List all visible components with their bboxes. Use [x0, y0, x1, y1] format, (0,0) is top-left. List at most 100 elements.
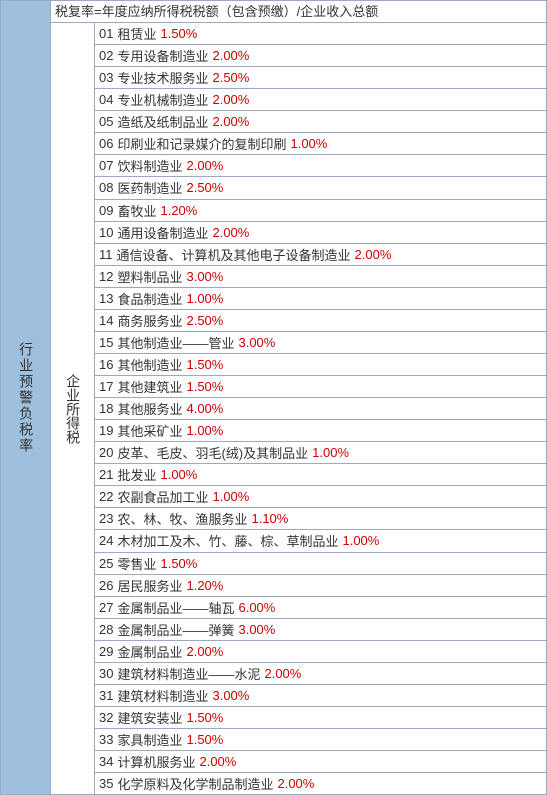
row-number: 18	[99, 401, 113, 416]
tax-rate: 1.20%	[186, 578, 223, 593]
row-number: 15	[99, 335, 113, 350]
row-number: 17	[99, 379, 113, 394]
row-number: 01	[99, 26, 113, 41]
row-number: 34	[99, 754, 113, 769]
industry-row: 05 造纸及纸制品业 2.00%	[95, 111, 547, 133]
row-number: 04	[99, 92, 113, 107]
industry-row: 06 印刷业和记录媒介的复制印刷 1.00%	[95, 133, 547, 155]
row-number: 27	[99, 600, 113, 615]
tax-rate: 2.00%	[277, 776, 314, 791]
row-number: 12	[99, 269, 113, 284]
tax-rate: 1.00%	[290, 136, 327, 151]
row-number: 24	[99, 533, 113, 548]
row-number: 09	[99, 203, 113, 218]
industry-row: 09 畜牧业 1.20%	[95, 200, 547, 222]
row-number: 26	[99, 578, 113, 593]
tax-rate: 1.00%	[186, 291, 223, 306]
tax-rate: 3.00%	[238, 622, 275, 637]
row-number: 08	[99, 180, 113, 195]
industry-row: 14商务服务业2.50%	[95, 310, 547, 332]
tax-rate: 3.00%	[212, 688, 249, 703]
tax-rate: 1.50%	[186, 732, 223, 747]
industry-row: 28金属制品业——弹簧3.00%	[95, 619, 547, 641]
industry-row: 11 通信设备、计算机及其他电子设备制造业 2.00%	[95, 244, 547, 266]
industry-name: 造纸及纸制品业	[117, 112, 208, 131]
tax-rate: 1.00%	[212, 489, 249, 504]
category-column: 行业预警负税率	[1, 1, 51, 795]
industry-row: 15 其他制造业——管业 3.00%	[95, 332, 547, 354]
row-number: 30	[99, 666, 113, 681]
industry-name: 家具制造业	[117, 730, 182, 749]
tax-rate: 1.50%	[186, 357, 223, 372]
tax-rate: 3.00%	[186, 269, 223, 284]
industry-name: 计算机服务业	[117, 752, 195, 771]
industry-row: 19其他采矿业1.00%	[95, 420, 547, 442]
row-number: 02	[99, 48, 113, 63]
industry-row: 24木材加工及木、竹、藤、棕、草制品业1.00%	[95, 530, 547, 552]
tax-rate: 4.00%	[186, 401, 223, 416]
industry-row: 23农、林、牧、渔服务业1.10%	[95, 508, 547, 530]
tax-rate: 1.50%	[186, 710, 223, 725]
row-number: 19	[99, 423, 113, 438]
industry-row: 01租赁业1.50%	[95, 23, 547, 45]
row-number: 11	[99, 247, 113, 262]
tax-rate: 2.50%	[212, 70, 249, 85]
industry-name: 其他制造业——管业	[117, 333, 234, 352]
body-row: 企业所得税 01租赁业1.50%02专用设备制造业2.00%03专业技术服务业2…	[51, 23, 547, 795]
row-number: 31	[99, 688, 113, 703]
tax-rate: 2.00%	[212, 114, 249, 129]
tax-rate-table: 行业预警负税率 税复率=年度应纳所得税税额（包含预缴）/企业收入总额 企业所得税…	[0, 0, 547, 795]
industry-name: 金属制品业——轴瓦	[117, 598, 234, 617]
right-block: 税复率=年度应纳所得税税额（包含预缴）/企业收入总额 企业所得税 01租赁业1.…	[51, 1, 547, 795]
tax-rate: 2.50%	[186, 180, 223, 195]
row-number: 13	[99, 291, 113, 306]
industry-row: 12塑料制品业3.00%	[95, 266, 547, 288]
industry-name: 印刷业和记录媒介的复制印刷	[117, 134, 286, 153]
tax-rate: 2.00%	[264, 666, 301, 681]
industry-name: 化学原料及化学制品制造业	[117, 774, 273, 793]
tax-rate: 1.00%	[160, 467, 197, 482]
row-number: 28	[99, 622, 113, 637]
industry-row: 35化学原料及化学制品制造业2.00%	[95, 773, 547, 795]
industry-row: 07饮料制造业2.00%	[95, 155, 547, 177]
industry-row: 02专用设备制造业2.00%	[95, 45, 547, 67]
industry-name: 皮革、毛皮、羽毛(绒)及其制品业	[117, 443, 308, 462]
industry-row: 17其他建筑业1.50%	[95, 376, 547, 398]
industry-name: 通信设备、计算机及其他电子设备制造业	[117, 245, 351, 264]
row-number: 33	[99, 732, 113, 747]
tax-rate: 2.50%	[186, 313, 223, 328]
industry-name: 专业机械制造业	[117, 90, 208, 109]
industry-row: 29金属制品业2.00%	[95, 641, 547, 663]
industry-name: 建筑材料制造业	[117, 686, 208, 705]
industry-row: 04专业机械制造业2.00%	[95, 89, 547, 111]
industry-row: 18 其他服务业 4.00%	[95, 398, 547, 420]
industry-row: 32建筑安装业1.50%	[95, 707, 547, 729]
industry-name: 批发业	[117, 465, 156, 484]
industry-name: 居民服务业	[117, 576, 182, 595]
tax-rate: 2.00%	[186, 644, 223, 659]
industry-name: 建筑材料制造业——水泥	[117, 664, 260, 683]
row-number: 16	[99, 357, 113, 372]
tax-rate: 1.20%	[160, 203, 197, 218]
industry-name: 其他服务业	[117, 399, 182, 418]
row-number: 23	[99, 511, 113, 526]
subcategory-label: 企业所得税	[60, 374, 85, 444]
industry-name: 专业技术服务业	[117, 68, 208, 87]
tax-rate: 2.00%	[186, 158, 223, 173]
industry-name: 其他制造业	[117, 355, 182, 374]
tax-rate: 1.50%	[160, 556, 197, 571]
industry-row: 22农副食品加工业1.00%	[95, 486, 547, 508]
industry-name: 畜牧业	[117, 201, 156, 220]
row-number: 14	[99, 313, 113, 328]
row-number: 06	[99, 136, 113, 151]
row-number: 05	[99, 114, 113, 129]
industry-row: 26 居民服务业 1.20%	[95, 575, 547, 597]
tax-rate: 2.00%	[199, 754, 236, 769]
industry-name: 其他建筑业	[117, 377, 182, 396]
industry-row: 27金属制品业——轴瓦6.00%	[95, 597, 547, 619]
industry-name: 医药制造业	[117, 178, 182, 197]
tax-rate: 1.10%	[251, 511, 288, 526]
tax-rate: 1.50%	[160, 26, 197, 41]
tax-rate: 2.00%	[355, 247, 392, 262]
tax-rate: 3.00%	[238, 335, 275, 350]
